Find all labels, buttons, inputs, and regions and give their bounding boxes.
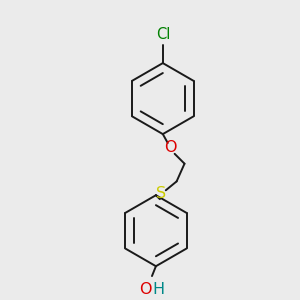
Text: O: O	[140, 282, 152, 297]
Text: Cl: Cl	[156, 27, 170, 42]
Text: S: S	[156, 186, 166, 201]
Text: H: H	[152, 282, 164, 297]
Text: O: O	[164, 140, 177, 155]
